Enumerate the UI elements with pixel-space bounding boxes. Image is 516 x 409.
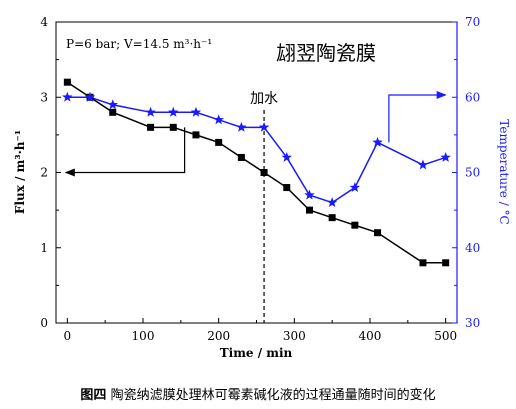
x-tick-label: 0 xyxy=(64,329,72,343)
x-tick-label: 400 xyxy=(359,329,382,343)
conditions-text: P=6 bar; V=14.5 m³·h⁻¹ xyxy=(66,37,212,51)
flux-line xyxy=(66,81,446,264)
figure-caption-text: 陶瓷纳滤膜处理林可霉素碱化液的过程通量随时间的变化 xyxy=(110,388,436,403)
water-addition-label: 加水 xyxy=(250,91,278,107)
left-tick-label: 2 xyxy=(40,166,48,180)
series-markers xyxy=(62,78,451,267)
x-tick-label: 300 xyxy=(283,329,306,343)
right-axis-title: Temperature / °C xyxy=(497,119,511,224)
flux-point xyxy=(328,214,336,222)
left-tick-label: 0 xyxy=(40,316,48,330)
temperature-point xyxy=(145,106,156,117)
figure-number: 图四 xyxy=(80,388,107,403)
temperature-axis-arrow xyxy=(388,90,447,143)
flux-point xyxy=(305,206,313,214)
temperature-point xyxy=(236,121,247,132)
x-tick-label: 500 xyxy=(434,329,457,343)
temperature-point xyxy=(326,197,338,208)
dual-axis-line-chart: 0 100 200 300 400 500 0 1 2 3 4 30 40 50 60 70 加水 P=6… xyxy=(13,15,511,360)
right-tick-label: 70 xyxy=(465,15,480,29)
flux-point xyxy=(192,131,200,139)
temperature-point xyxy=(417,159,429,170)
right-tick-label: 60 xyxy=(465,90,480,104)
temperature-point xyxy=(349,182,361,192)
left-tick-label: 1 xyxy=(40,241,48,255)
x-tick-label: 200 xyxy=(207,329,230,343)
temperature-point xyxy=(168,106,179,117)
right-tick-label: 30 xyxy=(465,316,480,330)
flux-point xyxy=(169,123,177,131)
temperature-point xyxy=(258,121,270,132)
flux-point xyxy=(237,153,245,161)
left-tick-label: 4 xyxy=(40,15,48,29)
temperature-point xyxy=(190,106,202,117)
figure-caption: 图四 陶瓷纳滤膜处理林可霉素碱化液的过程通量随时间的变化 xyxy=(0,384,516,403)
x-tick-label: 100 xyxy=(132,329,155,343)
temperature-point xyxy=(62,91,73,102)
temperature-point xyxy=(304,189,315,200)
membrane-label: 翃翌陶瓷膜 xyxy=(276,41,376,65)
temperature-point xyxy=(84,91,96,102)
left-axis-ticks: 0 1 2 3 4 xyxy=(40,15,61,330)
flux-axis-arrow xyxy=(64,127,186,177)
temperature-point xyxy=(440,151,451,162)
flux-point xyxy=(260,169,268,176)
x-axis-ticks: 0 100 200 300 400 500 xyxy=(64,318,457,343)
x-axis-title: Time / min xyxy=(220,346,293,360)
right-tick-label: 40 xyxy=(465,241,480,255)
temperature-line xyxy=(67,96,446,204)
flux-point xyxy=(147,123,155,131)
temperature-point xyxy=(281,151,292,162)
flux-point xyxy=(374,229,382,237)
flux-point xyxy=(215,138,223,146)
right-axis-ticks: 30 40 50 60 70 xyxy=(452,15,480,330)
temperature-point xyxy=(107,99,118,110)
flux-point xyxy=(419,259,427,267)
flux-point xyxy=(351,221,359,229)
left-tick-label: 3 xyxy=(40,90,48,104)
temperature-point xyxy=(372,136,383,147)
flux-point xyxy=(63,78,71,86)
flux-point xyxy=(283,184,291,192)
flux-point xyxy=(109,108,117,116)
series-lines xyxy=(66,81,446,264)
flux-point xyxy=(442,259,450,267)
right-tick-label: 50 xyxy=(465,166,480,180)
left-axis-title: Flux / m³·h⁻¹ xyxy=(13,130,27,214)
temperature-point xyxy=(213,114,224,125)
